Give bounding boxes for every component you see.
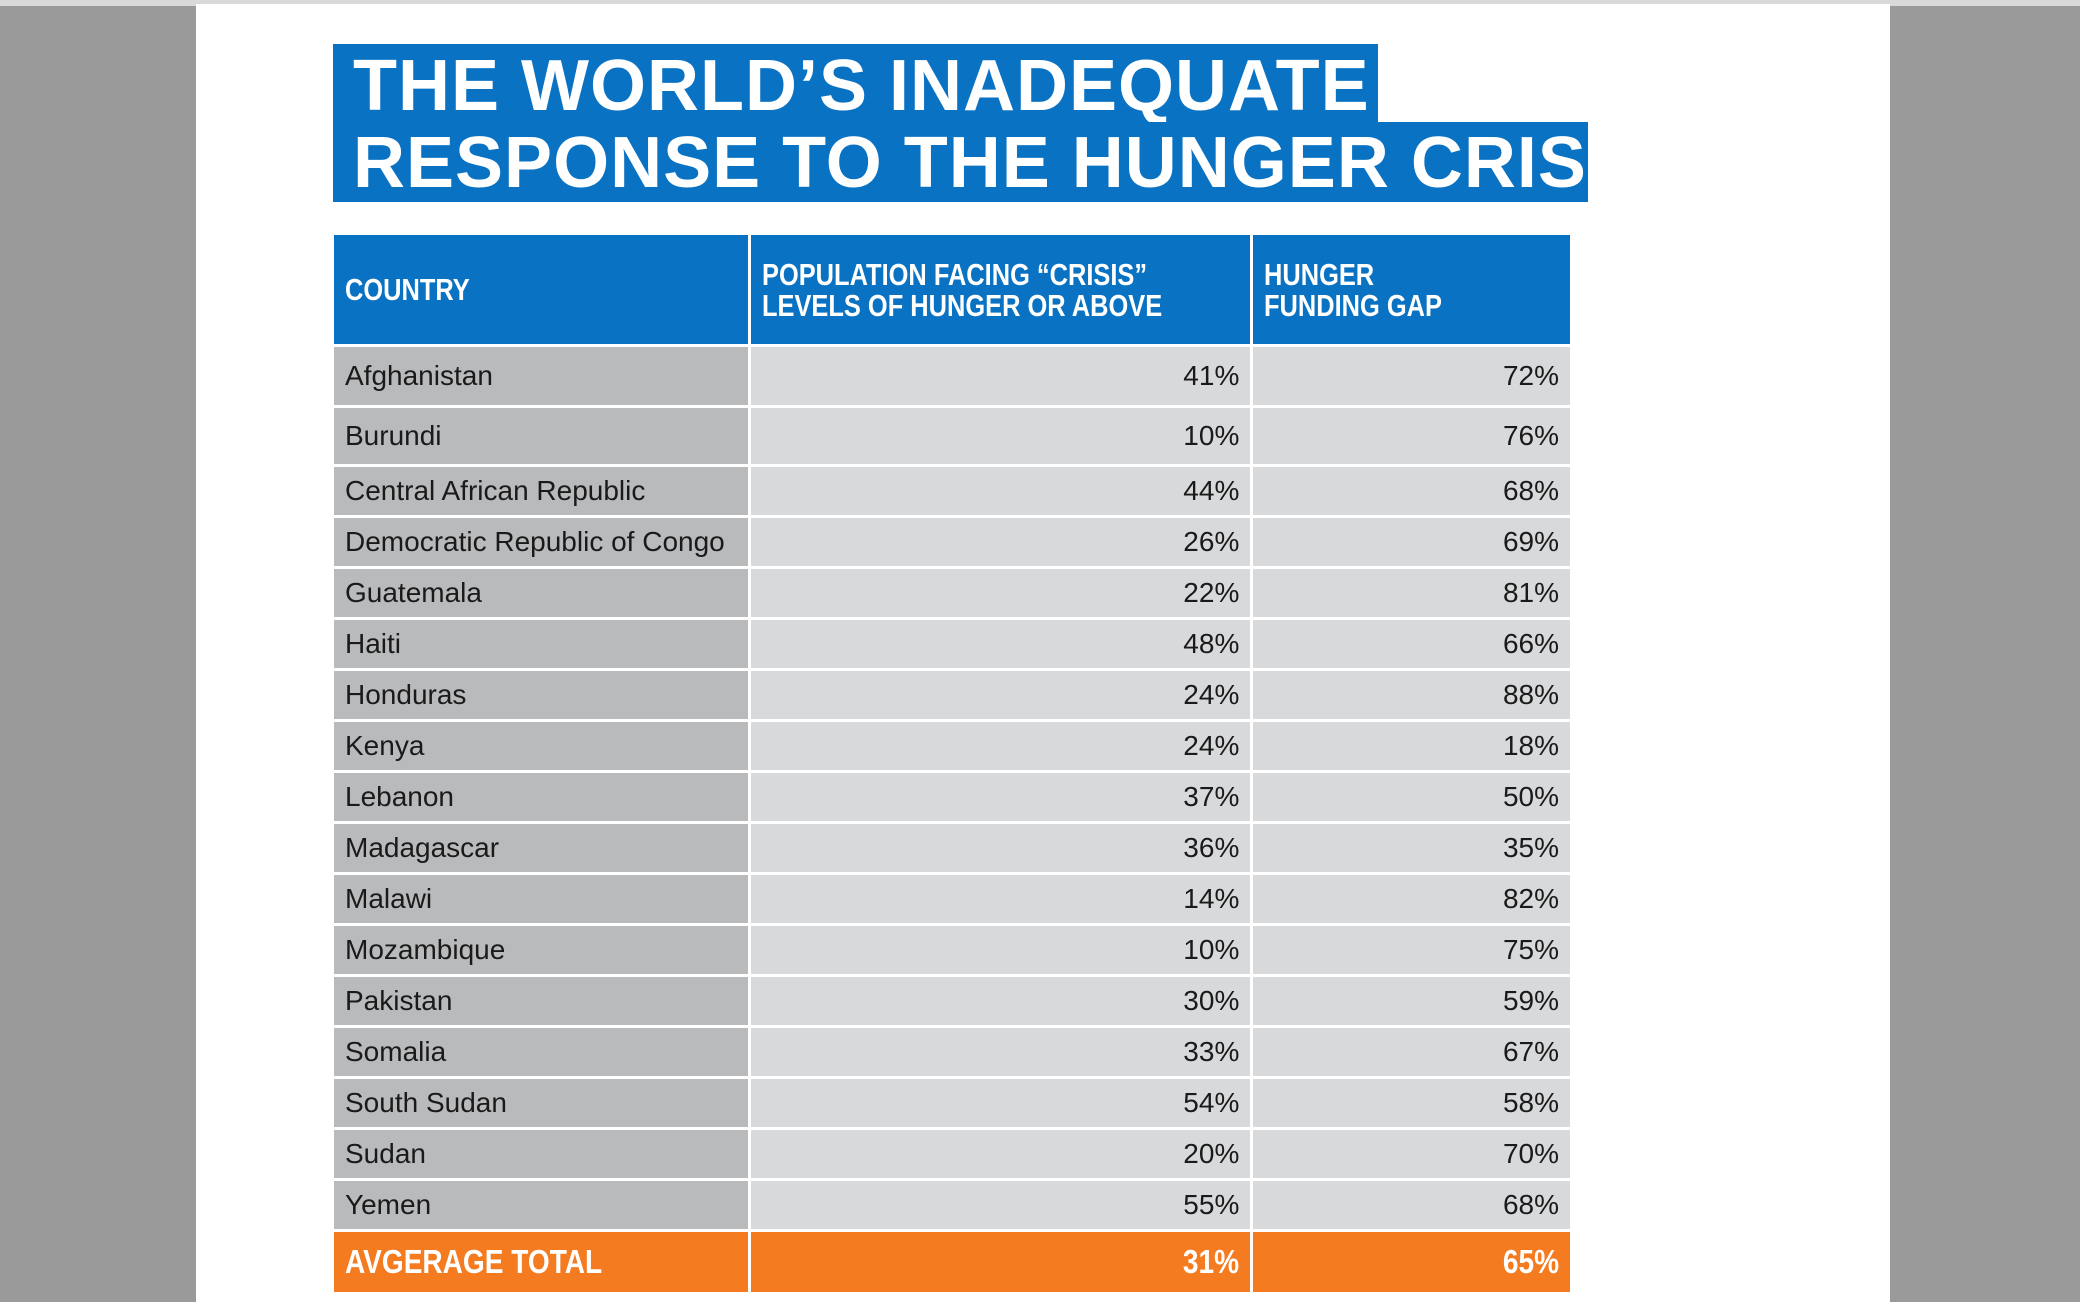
gap-cell: 82% bbox=[1253, 875, 1570, 923]
country-cell: Pakistan bbox=[334, 977, 749, 1025]
table-row: Haiti 48% 66% bbox=[334, 620, 1570, 668]
gap-cell: 59% bbox=[1253, 977, 1570, 1025]
population-cell: 10% bbox=[751, 926, 1251, 974]
header-population-line1: POPULATION FACING “CRISIS” bbox=[762, 256, 1148, 292]
title-line-2: RESPONSE TO THE HUNGER CRISIS bbox=[333, 122, 1657, 203]
table-row: Honduras 24% 88% bbox=[334, 671, 1570, 719]
total-label-cell: AVGERAGE TOTAL bbox=[334, 1232, 749, 1292]
country-cell: Somalia bbox=[334, 1028, 749, 1076]
header-gap-line1: HUNGER bbox=[1264, 256, 1375, 292]
population-cell: 24% bbox=[751, 722, 1251, 770]
country-cell: Malawi bbox=[334, 875, 749, 923]
gap-cell: 88% bbox=[1253, 671, 1570, 719]
country-cell: Haiti bbox=[334, 620, 749, 668]
viewer-top-bar bbox=[0, 0, 2080, 6]
gap-cell: 69% bbox=[1253, 518, 1570, 566]
population-cell: 54% bbox=[751, 1079, 1251, 1127]
population-cell: 30% bbox=[751, 977, 1251, 1025]
population-cell: 36% bbox=[751, 824, 1251, 872]
gap-cell: 81% bbox=[1253, 569, 1570, 617]
gap-cell: 67% bbox=[1253, 1028, 1570, 1076]
gap-cell: 75% bbox=[1253, 926, 1570, 974]
table-row: Pakistan 30% 59% bbox=[334, 977, 1570, 1025]
population-cell: 20% bbox=[751, 1130, 1251, 1178]
population-cell: 48% bbox=[751, 620, 1251, 668]
total-population: 31% bbox=[1183, 1243, 1240, 1280]
table-row: Kenya 24% 18% bbox=[334, 722, 1570, 770]
country-cell: Yemen bbox=[334, 1181, 749, 1229]
population-cell: 41% bbox=[751, 347, 1251, 405]
gap-cell: 68% bbox=[1253, 1181, 1570, 1229]
table-row: Malawi 14% 82% bbox=[334, 875, 1570, 923]
header-gap-line2: FUNDING GAP bbox=[1264, 287, 1443, 323]
header-funding-gap: HUNGER FUNDING GAP bbox=[1253, 235, 1570, 344]
gap-cell: 18% bbox=[1253, 722, 1570, 770]
population-cell: 55% bbox=[751, 1181, 1251, 1229]
country-cell: Madagascar bbox=[334, 824, 749, 872]
total-row: AVGERAGE TOTAL 31% 65% bbox=[334, 1232, 1570, 1292]
table-header-row: COUNTRY POPULATION FACING “CRISIS” LEVEL… bbox=[334, 235, 1570, 344]
population-cell: 24% bbox=[751, 671, 1251, 719]
table-row: Mozambique 10% 75% bbox=[334, 926, 1570, 974]
country-cell: Central African Republic bbox=[334, 467, 749, 515]
gap-cell: 50% bbox=[1253, 773, 1570, 821]
title-line-1: THE WORLD’S INADEQUATE bbox=[333, 44, 1378, 128]
header-population: POPULATION FACING “CRISIS” LEVELS OF HUN… bbox=[751, 235, 1251, 344]
gap-cell: 70% bbox=[1253, 1130, 1570, 1178]
gap-cell: 76% bbox=[1253, 408, 1570, 464]
country-cell: Guatemala bbox=[334, 569, 749, 617]
table-row: Afghanistan 41% 72% bbox=[334, 347, 1570, 405]
title-line-2-text: RESPONSE TO THE HUNGER CRISIS bbox=[353, 123, 1657, 203]
population-cell: 14% bbox=[751, 875, 1251, 923]
table-row: Sudan 20% 70% bbox=[334, 1130, 1570, 1178]
total-gap-cell: 65% bbox=[1253, 1232, 1570, 1292]
country-cell: Mozambique bbox=[334, 926, 749, 974]
gap-cell: 72% bbox=[1253, 347, 1570, 405]
gap-cell: 58% bbox=[1253, 1079, 1570, 1127]
table-row: Somalia 33% 67% bbox=[334, 1028, 1570, 1076]
table-row: Lebanon 37% 50% bbox=[334, 773, 1570, 821]
country-cell: Burundi bbox=[334, 408, 749, 464]
header-country-label: COUNTRY bbox=[345, 272, 470, 307]
table-row: Guatemala 22% 81% bbox=[334, 569, 1570, 617]
population-cell: 33% bbox=[751, 1028, 1251, 1076]
country-cell: Honduras bbox=[334, 671, 749, 719]
total-gap: 65% bbox=[1502, 1243, 1559, 1280]
table-row: Democratic Republic of Congo 26% 69% bbox=[334, 518, 1570, 566]
total-label: AVGERAGE TOTAL bbox=[345, 1243, 603, 1280]
gap-cell: 68% bbox=[1253, 467, 1570, 515]
document-page: THE WORLD’S INADEQUATE RESPONSE TO THE H… bbox=[196, 4, 1890, 1302]
table-row: Madagascar 36% 35% bbox=[334, 824, 1570, 872]
hunger-table: COUNTRY POPULATION FACING “CRISIS” LEVEL… bbox=[331, 232, 1573, 1295]
population-cell: 10% bbox=[751, 408, 1251, 464]
table-row: Burundi 10% 76% bbox=[334, 408, 1570, 464]
gap-cell: 66% bbox=[1253, 620, 1570, 668]
table-row: South Sudan 54% 58% bbox=[334, 1079, 1570, 1127]
header-country: COUNTRY bbox=[334, 235, 749, 344]
title-line-1-text: THE WORLD’S INADEQUATE bbox=[353, 46, 1370, 126]
table-row: Central African Republic 44% 68% bbox=[334, 467, 1570, 515]
country-cell: Democratic Republic of Congo bbox=[334, 518, 749, 566]
header-population-line2: LEVELS OF HUNGER OR ABOVE bbox=[762, 287, 1163, 323]
gap-cell: 35% bbox=[1253, 824, 1570, 872]
population-cell: 22% bbox=[751, 569, 1251, 617]
country-cell: Sudan bbox=[334, 1130, 749, 1178]
country-cell: South Sudan bbox=[334, 1079, 749, 1127]
country-cell: Kenya bbox=[334, 722, 749, 770]
table-row: Yemen 55% 68% bbox=[334, 1181, 1570, 1229]
population-cell: 37% bbox=[751, 773, 1251, 821]
population-cell: 26% bbox=[751, 518, 1251, 566]
total-population-cell: 31% bbox=[751, 1232, 1251, 1292]
country-cell: Afghanistan bbox=[334, 347, 749, 405]
country-cell: Lebanon bbox=[334, 773, 749, 821]
population-cell: 44% bbox=[751, 467, 1251, 515]
